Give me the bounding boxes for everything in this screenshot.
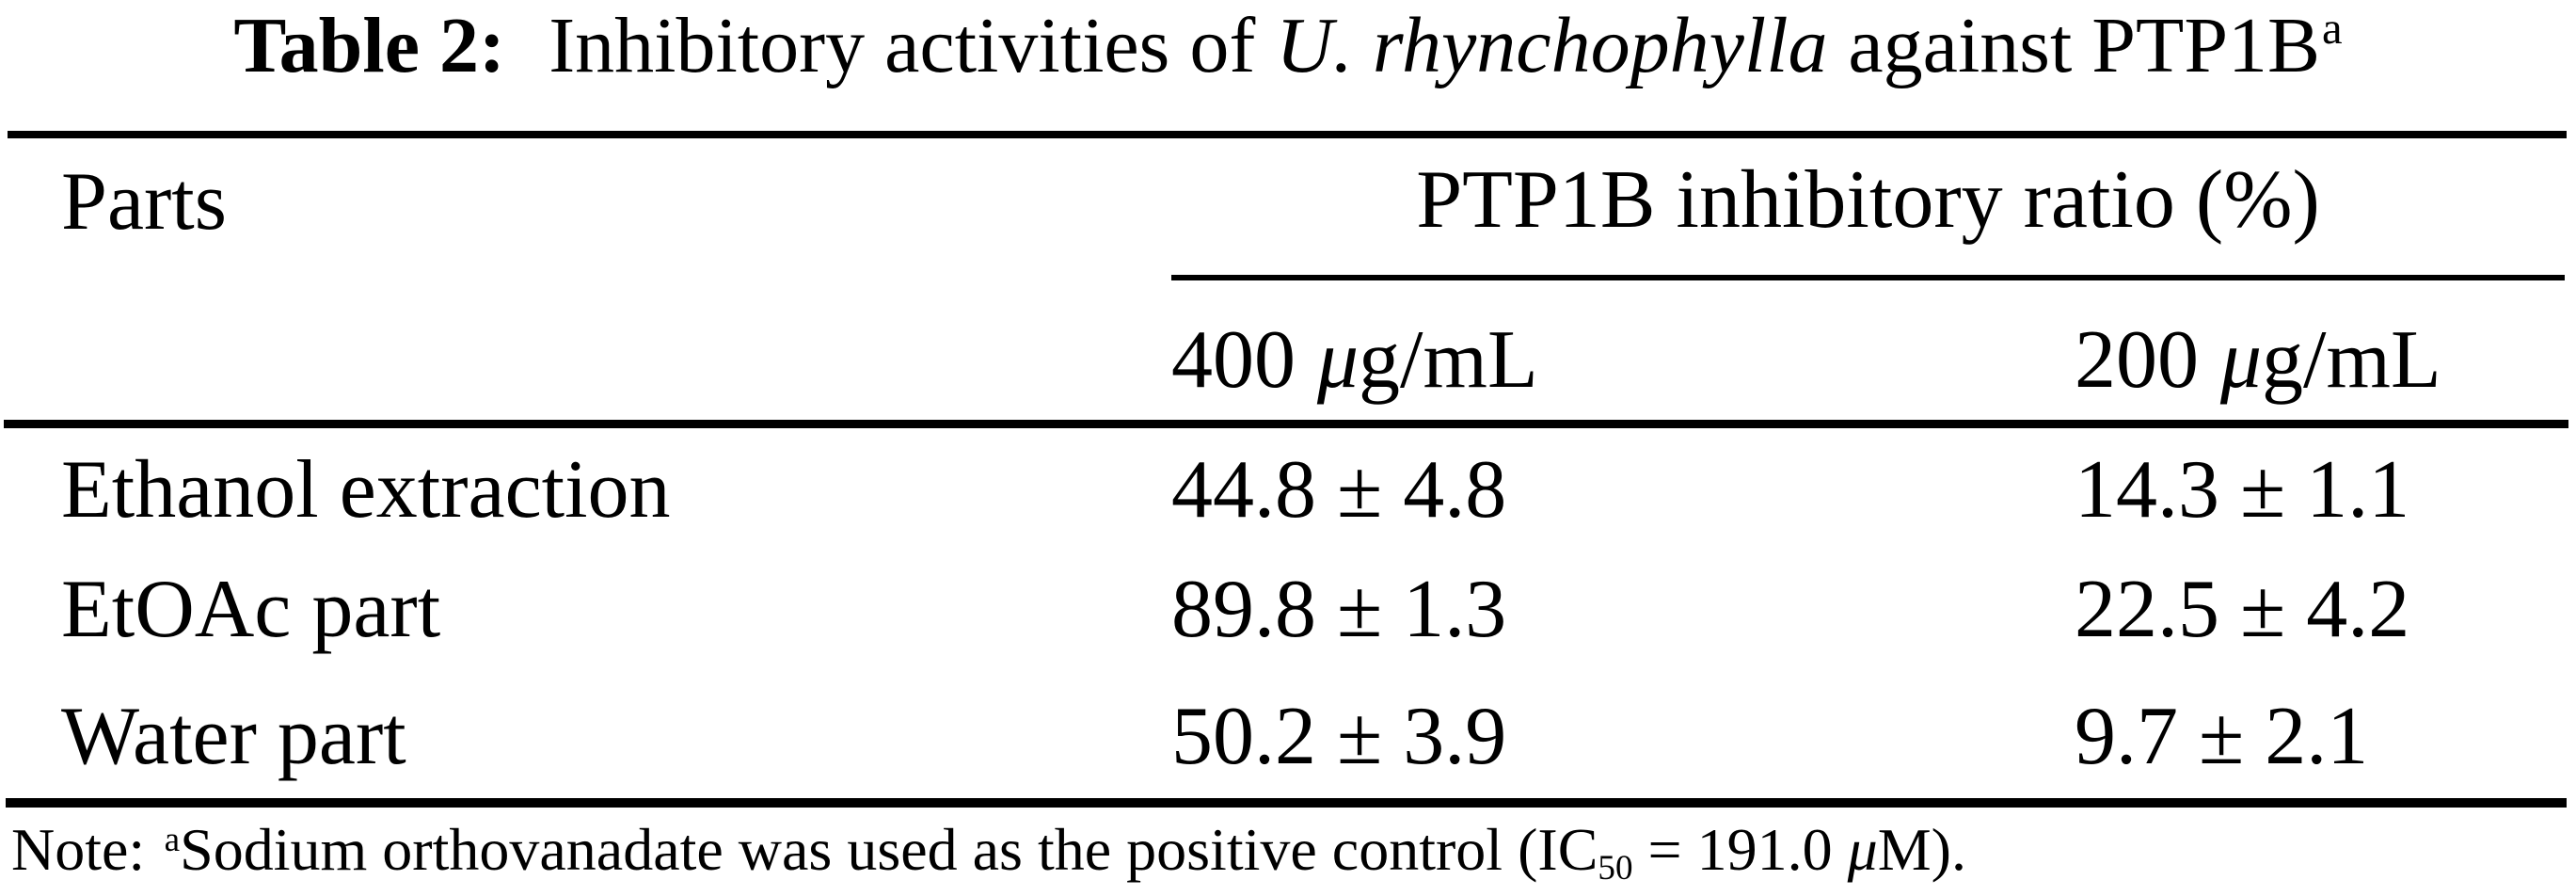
row-label-water-part: Water part xyxy=(61,691,406,782)
table-caption-text-after: against PTP1B xyxy=(1848,2,2321,89)
horizontal-rule-top xyxy=(8,131,2567,138)
table-caption-number: Table 2: xyxy=(233,2,505,89)
group-header-ptp1b-ratio: PTP1B inhibitory ratio (%) xyxy=(1416,154,2320,246)
table-caption: Table 2: Inhibitory activities of U. rhync… xyxy=(0,0,2576,95)
row-label-ethanol-extraction: Ethanol extraction xyxy=(61,444,671,536)
column-header-200ug-unit: g/mL xyxy=(2262,314,2441,406)
ic50-subscript: 50 xyxy=(1598,849,1633,888)
value-ethanol-400: 44.8 ± 4.8 xyxy=(1171,444,1507,536)
mu-symbol: μ xyxy=(1847,816,1878,883)
row-label-etoac-part: EtOAc part xyxy=(61,564,441,655)
value-etoac-200: 22.5 ± 4.2 xyxy=(2075,564,2410,655)
table-caption-footnote-marker: a xyxy=(2322,2,2343,54)
footnote-text: Sodium orthovanadate was used as the pos… xyxy=(180,816,1598,883)
footnote-prefix: Note: xyxy=(11,816,146,883)
footnote-marker: a xyxy=(164,820,181,859)
footnote-end-text: M). xyxy=(1877,816,1966,883)
footnote-value-text: = 191.0 xyxy=(1632,816,1848,883)
mu-symbol: μ xyxy=(2219,314,2263,406)
horizontal-rule-table-bottom xyxy=(6,798,2567,808)
value-water-400: 50.2 ± 3.9 xyxy=(1171,691,1507,782)
value-etoac-400: 89.8 ± 1.3 xyxy=(1171,564,1507,655)
table-footnote: Note: aSodium orthovanadate was used as t… xyxy=(11,815,1966,888)
column-header-200ug: 200 μg/mL xyxy=(2075,319,2441,402)
column-header-400ug-unit: g/mL xyxy=(1359,314,1538,406)
horizontal-rule-header-bottom xyxy=(4,420,2568,428)
value-ethanol-200: 14.3 ± 1.1 xyxy=(2075,444,2410,536)
table-caption-species-name: U. rhynchophylla xyxy=(1276,2,1828,89)
column-header-400ug: 400 μg/mL xyxy=(1171,319,1538,402)
column-header-200ug-amount: 200 xyxy=(2075,314,2199,406)
table-caption-text: Inhibitory activities of xyxy=(549,2,1256,89)
column-header-400ug-amount: 400 xyxy=(1171,314,1296,406)
horizontal-rule-group-span xyxy=(1171,275,2565,280)
mu-symbol: μ xyxy=(1316,314,1360,406)
column-header-parts: Parts xyxy=(61,156,227,248)
value-water-200: 9.7 ± 2.1 xyxy=(2075,691,2369,782)
